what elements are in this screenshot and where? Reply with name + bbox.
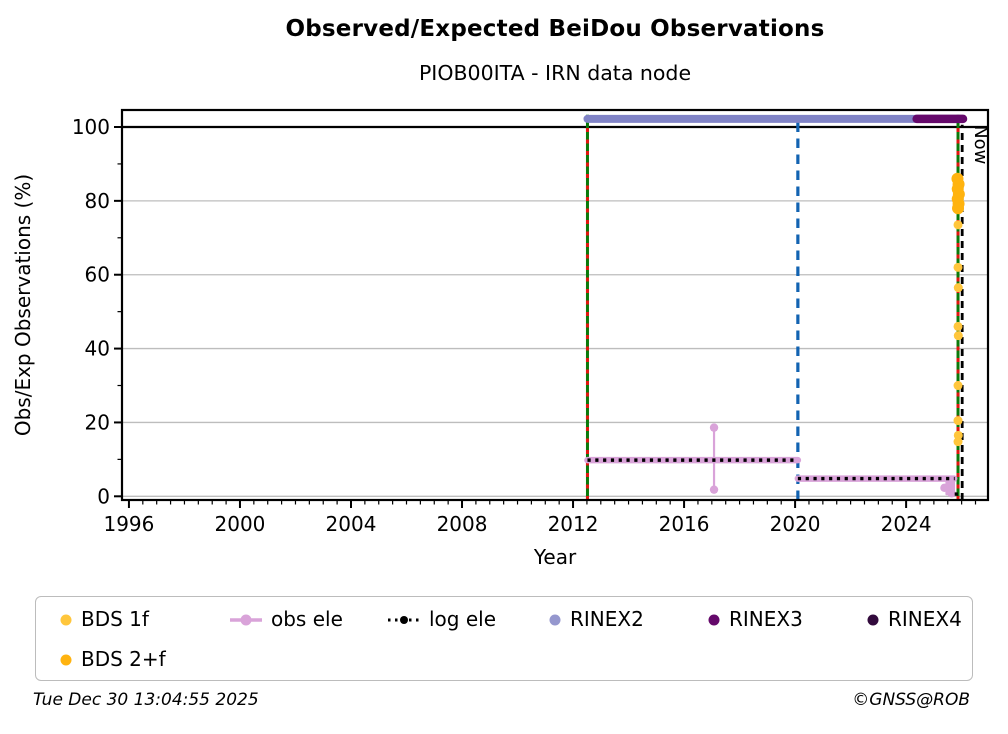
- x-tick-label: 1996: [103, 512, 154, 536]
- legend-label: obs ele: [271, 607, 343, 631]
- legend-item-bds-2-f: BDS 2+f: [59, 646, 166, 672]
- legend-label: BDS 1f: [81, 607, 149, 631]
- y-axis-label: Obs/Exp Observations (%): [11, 174, 35, 436]
- timestamp-text: Tue Dec 30 13:04:55 2025: [33, 690, 259, 710]
- scatter-point: [953, 321, 963, 331]
- y-tick-label: 20: [85, 410, 110, 434]
- legend-label: RINEX4: [888, 607, 962, 631]
- series-bds-1f: [953, 220, 963, 447]
- x-tick-label: 2000: [215, 512, 266, 536]
- legend-label: log ele: [429, 607, 497, 631]
- rinex3-marker-icon: [708, 614, 720, 626]
- rinex4-marker-icon: [867, 614, 879, 626]
- scatter-point: [953, 416, 963, 426]
- x-tick-label: 2008: [437, 512, 488, 536]
- legend-label: RINEX2: [570, 607, 644, 631]
- credit-text: ©GNSS@ROB: [852, 690, 970, 710]
- scatter-point: [953, 331, 963, 341]
- x-axis-label: Year: [533, 545, 577, 569]
- x-tick-label: 2004: [326, 512, 377, 536]
- obs-ele-marker-icon: [230, 614, 262, 626]
- legend-item-bds-1f: BDS 1f: [59, 606, 149, 632]
- legend-item-rinex2: RINEX2: [548, 606, 644, 632]
- x-tick-label: 2016: [659, 512, 710, 536]
- scatter-point: [953, 381, 963, 391]
- legend-item-rinex4: RINEX4: [866, 606, 962, 632]
- legend-item-log-ele: log ele: [387, 606, 496, 632]
- x-tick-label: 2012: [548, 512, 599, 536]
- chart-subtitle: PIOB00ITA - IRN data node: [418, 61, 692, 85]
- legend-label: RINEX3: [729, 607, 803, 631]
- y-tick-label: 60: [85, 263, 110, 287]
- x-tick-label: 2020: [770, 512, 821, 536]
- y-tick-label: 100: [72, 115, 110, 139]
- scatter-point: [953, 262, 963, 272]
- now-text: Now: [970, 125, 991, 164]
- log-ele-marker-icon: [388, 616, 420, 624]
- chart-plot-canvas: Now 1996 2000 2004 2008 2012 2016 2020 2024 0 20 40…: [11, 108, 991, 569]
- bds-1f-marker-icon: [60, 614, 72, 626]
- gridlines: [122, 126, 988, 497]
- series-bds-2-f: [951, 172, 965, 215]
- legend-item-obs-ele: obs ele: [229, 606, 343, 632]
- rinex2-marker-icon: [549, 614, 561, 626]
- y-tick-label: 80: [85, 189, 110, 213]
- scatter-point: [952, 202, 965, 215]
- y-tick-label: 40: [85, 337, 110, 361]
- chart-legend: BDS 1f obs ele log ele RINEX2 RINEX3 RINEX4 BD…: [35, 596, 973, 681]
- legend-label: BDS 2+f: [81, 647, 166, 671]
- chart-title: Observed/Expected BeiDou Observations: [285, 16, 825, 42]
- scatter-point: [953, 437, 963, 447]
- scatter-point: [953, 283, 963, 293]
- axes: 1996 2000 2004 2008 2012 2016 2020 2024 0 20 40 60 8…: [11, 108, 990, 569]
- bds-2-f-marker-icon: [60, 654, 72, 666]
- x-tick-label: 2024: [881, 512, 932, 536]
- now-label: Now: [970, 125, 991, 164]
- scatter-point: [953, 220, 963, 230]
- y-tick-label: 0: [97, 484, 110, 508]
- legend-item-rinex3: RINEX3: [707, 606, 803, 632]
- series-log-ele: [587, 458, 962, 496]
